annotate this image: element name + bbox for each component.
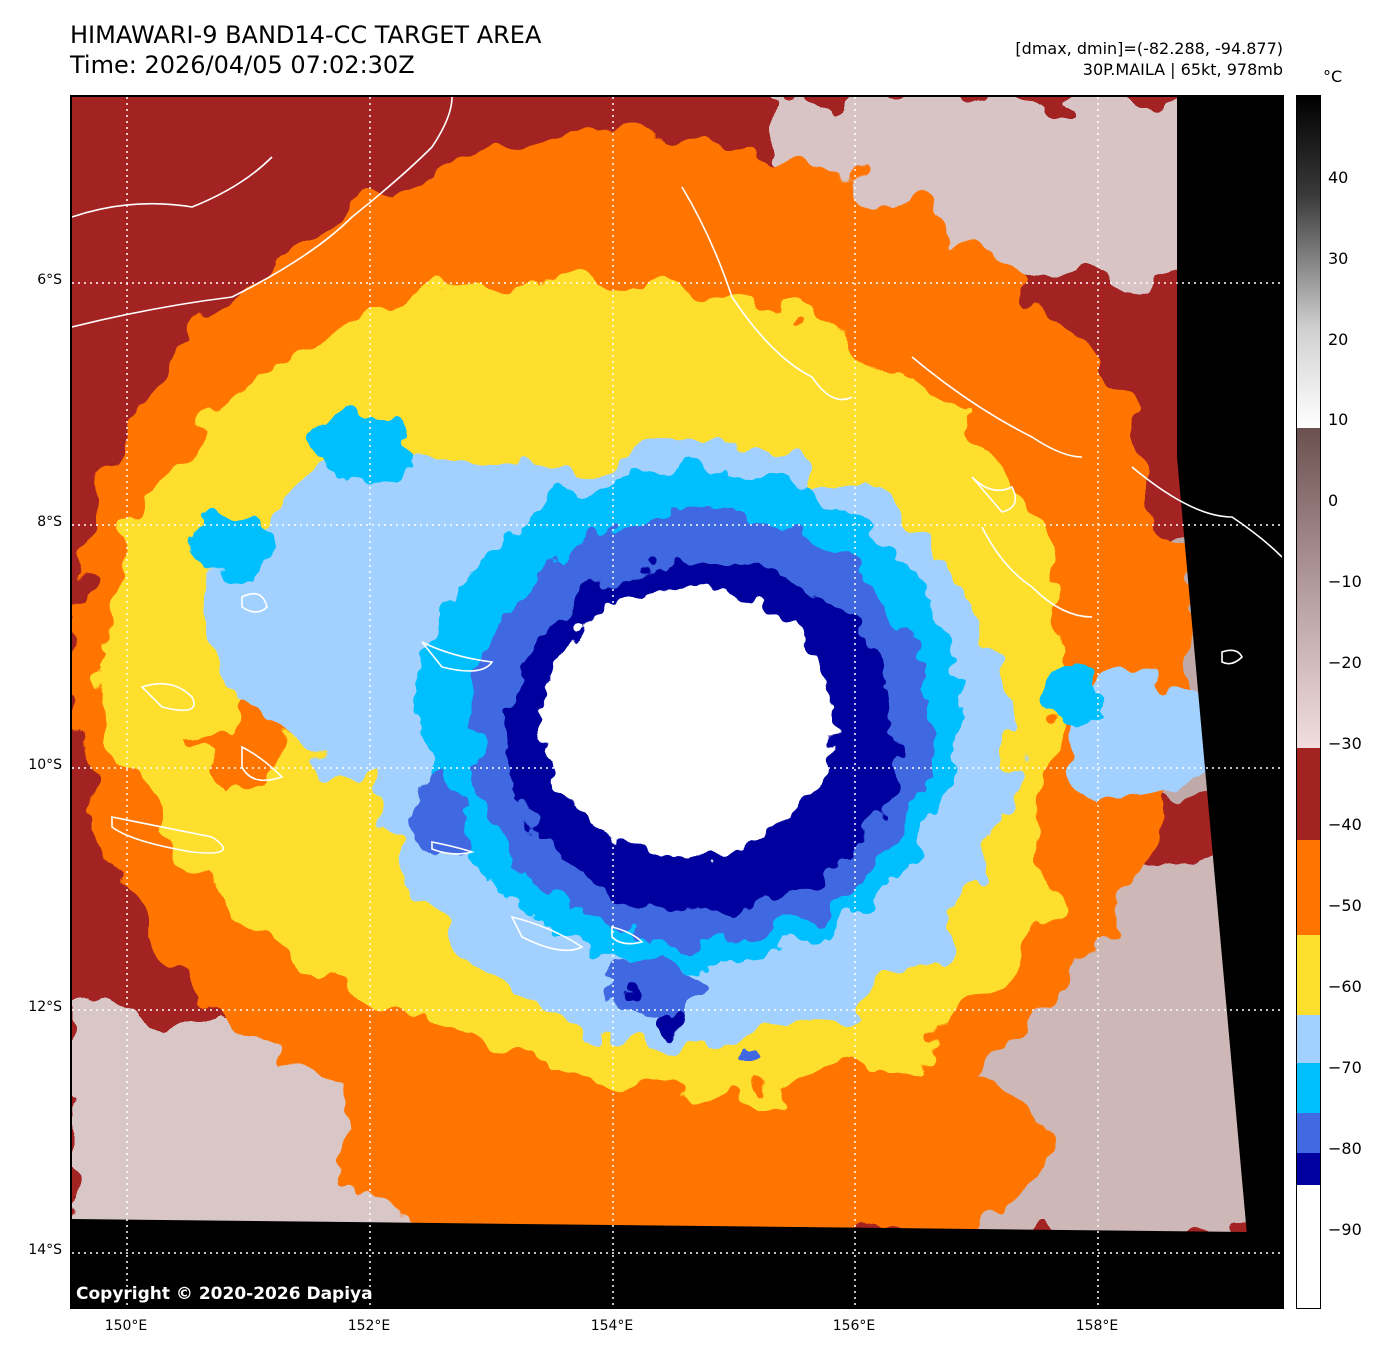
chart-title: HIMAWARI-9 BAND14-CC TARGET AREA Time: 2… bbox=[70, 20, 541, 80]
colorbar-tick-minus10: −10 bbox=[1328, 572, 1362, 591]
satellite-map bbox=[70, 95, 1284, 1309]
lat-label-10s: 10°S bbox=[28, 757, 62, 773]
colorbar-tick-30: 30 bbox=[1328, 249, 1349, 268]
copyright-text: Copyright © 2020-2026 Dapiya bbox=[76, 1284, 373, 1304]
colorbar-tick-minus30: −30 bbox=[1328, 734, 1362, 753]
colorbar-tick-20: 20 bbox=[1328, 330, 1349, 349]
lon-label-158e: 158°E bbox=[1075, 1318, 1119, 1334]
colorbar-tick-minus70: −70 bbox=[1328, 1058, 1362, 1077]
colorbar-tick-minus80: −80 bbox=[1328, 1139, 1362, 1158]
colorbar bbox=[1296, 95, 1321, 1309]
colorbar-unit: °C bbox=[1323, 67, 1343, 86]
title-line-2: Time: 2026/04/05 07:02:30Z bbox=[70, 51, 415, 79]
graticule bbox=[72, 97, 1282, 1307]
lon-label-154e: 154°E bbox=[590, 1318, 634, 1334]
lat-label-8s: 8°S bbox=[37, 514, 62, 530]
storm-info: [dmax, dmin]=(-82.288, -94.877) 30P.MAIL… bbox=[1015, 38, 1283, 80]
colorbar-tick-40: 40 bbox=[1328, 168, 1349, 187]
coastlines bbox=[72, 97, 1282, 952]
lat-label-14s: 14°S bbox=[28, 1242, 62, 1258]
lat-label-12s: 12°S bbox=[28, 999, 62, 1015]
lat-label-6s: 6°S bbox=[37, 272, 62, 288]
dmax-dmin-text: [dmax, dmin]=(-82.288, -94.877) bbox=[1015, 39, 1283, 58]
colorbar-tick-0: 0 bbox=[1328, 491, 1339, 510]
colorbar-tick-minus90: −90 bbox=[1328, 1220, 1362, 1239]
lon-label-150e: 150°E bbox=[104, 1318, 148, 1334]
no-data-east bbox=[1177, 97, 1282, 1307]
lon-label-156e: 156°E bbox=[832, 1318, 876, 1334]
colorbar-tick-minus50: −50 bbox=[1328, 896, 1362, 915]
title-line-1: HIMAWARI-9 BAND14-CC TARGET AREA bbox=[70, 21, 542, 49]
colorbar-tick-10: 10 bbox=[1328, 410, 1349, 429]
cdo-cold-top bbox=[542, 587, 832, 1065]
colorbar-tick-minus60: −60 bbox=[1328, 977, 1362, 996]
colorbar-tick-minus40: −40 bbox=[1328, 815, 1362, 834]
colorbar-gradient bbox=[1297, 96, 1320, 1308]
lon-label-152e: 152°E bbox=[347, 1318, 391, 1334]
satellite-imagery bbox=[72, 97, 1282, 1307]
storm-name-text: 30P.MAILA | 65kt, 978mb bbox=[1082, 60, 1283, 79]
colorbar-tick-minus20: −20 bbox=[1328, 653, 1362, 672]
no-data-south bbox=[72, 1219, 1282, 1307]
